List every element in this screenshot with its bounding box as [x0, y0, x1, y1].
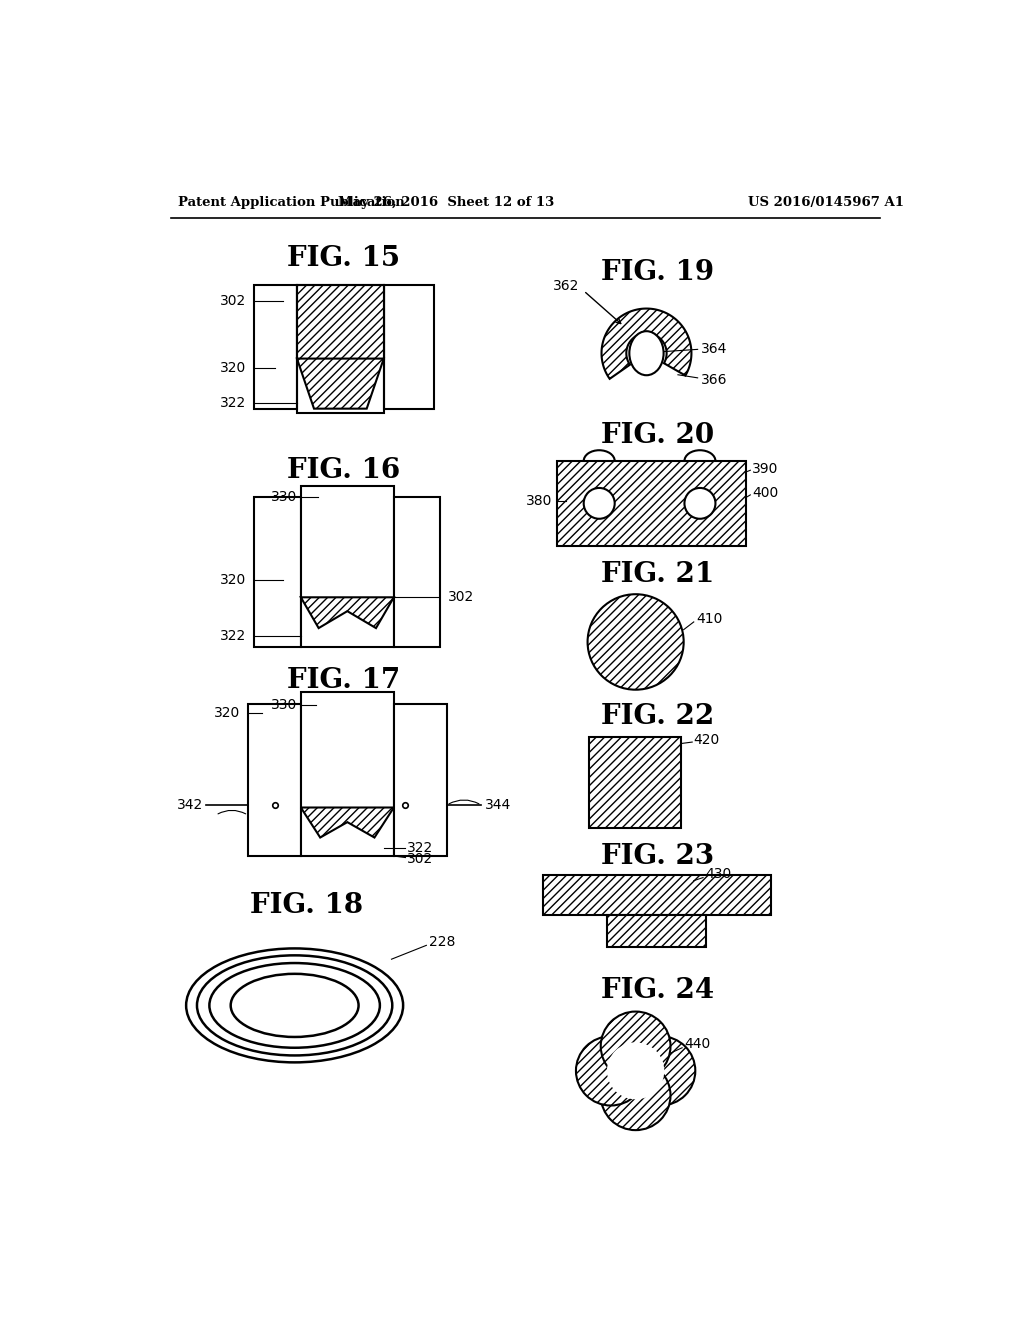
Text: 344: 344	[484, 799, 511, 812]
Text: 420: 420	[693, 733, 720, 747]
Bar	[589, 738, 681, 829]
Circle shape	[626, 1036, 695, 1106]
Text: 330: 330	[270, 490, 297, 504]
Circle shape	[588, 594, 684, 689]
Text: 380: 380	[526, 494, 553, 508]
Text: 410: 410	[696, 612, 723, 626]
Polygon shape	[297, 359, 384, 409]
Text: 400: 400	[752, 486, 778, 500]
Ellipse shape	[630, 331, 664, 375]
Bar	[297, 285, 384, 412]
Text: FIG. 19: FIG. 19	[601, 259, 714, 286]
Ellipse shape	[209, 964, 380, 1048]
Ellipse shape	[186, 948, 403, 1063]
Text: FIG. 18: FIG. 18	[250, 892, 362, 919]
Text: 342: 342	[177, 799, 203, 812]
Text: 320: 320	[220, 573, 247, 587]
Text: 322: 322	[407, 841, 433, 854]
Polygon shape	[601, 309, 691, 379]
Bar	[543, 874, 771, 915]
Circle shape	[601, 1011, 671, 1081]
Text: FIG. 22: FIG. 22	[601, 704, 714, 730]
Text: 320: 320	[220, 360, 247, 375]
Circle shape	[584, 488, 614, 519]
Text: 430: 430	[706, 867, 731, 882]
Text: 390: 390	[752, 462, 778, 475]
Text: 320: 320	[214, 706, 241, 719]
Text: 302: 302	[220, 294, 247, 308]
Text: 362: 362	[553, 280, 579, 293]
Text: 366: 366	[700, 374, 727, 387]
Circle shape	[607, 1043, 665, 1100]
Text: US 2016/0145967 A1: US 2016/0145967 A1	[748, 195, 904, 209]
Bar	[297, 285, 384, 359]
Text: FIG. 21: FIG. 21	[601, 561, 714, 587]
Text: May 26, 2016  Sheet 12 of 13: May 26, 2016 Sheet 12 of 13	[338, 195, 554, 209]
Text: 228: 228	[429, 936, 455, 949]
Text: FIG. 20: FIG. 20	[601, 422, 714, 449]
Circle shape	[575, 1036, 646, 1106]
Bar	[384, 285, 434, 409]
Text: FIG. 23: FIG. 23	[601, 843, 714, 870]
Bar	[248, 704, 301, 857]
Text: FIG. 24: FIG. 24	[601, 977, 714, 1003]
Bar	[301, 692, 394, 855]
Bar	[254, 498, 301, 647]
Bar	[607, 915, 707, 946]
Ellipse shape	[230, 974, 358, 1038]
Circle shape	[684, 488, 716, 519]
Text: 302: 302	[449, 590, 474, 605]
Polygon shape	[301, 808, 394, 837]
Text: 364: 364	[700, 342, 727, 356]
Text: FIG. 17: FIG. 17	[287, 667, 400, 694]
Text: 322: 322	[220, 396, 247, 411]
Bar	[254, 285, 297, 409]
Bar	[394, 498, 440, 647]
Text: FIG. 15: FIG. 15	[287, 246, 400, 272]
Bar	[394, 704, 446, 857]
Ellipse shape	[197, 956, 392, 1056]
Text: FIG. 16: FIG. 16	[287, 457, 400, 483]
Circle shape	[601, 1061, 671, 1130]
Bar	[557, 461, 746, 545]
Text: 302: 302	[407, 853, 433, 866]
Text: 440: 440	[684, 1038, 711, 1051]
Text: Patent Application Publication: Patent Application Publication	[178, 195, 406, 209]
Text: 330: 330	[270, 698, 297, 711]
Polygon shape	[301, 597, 394, 628]
Text: 322: 322	[220, 628, 247, 643]
Bar	[301, 486, 394, 647]
